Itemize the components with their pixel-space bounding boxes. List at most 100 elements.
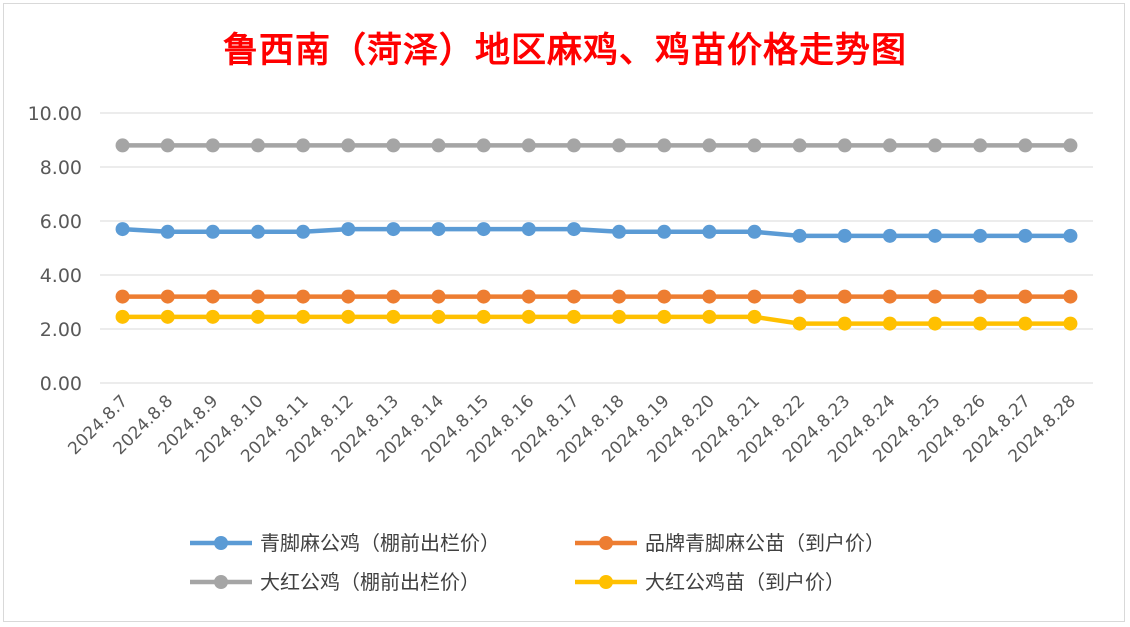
data-point [250, 309, 265, 324]
data-point [341, 138, 356, 153]
data-point [1063, 289, 1078, 304]
grid-lines [100, 112, 1093, 384]
data-point [476, 309, 491, 324]
data-point [612, 309, 627, 324]
data-point [205, 224, 220, 239]
chart-frame [3, 3, 1125, 622]
data-point [341, 222, 356, 237]
data-point [1063, 316, 1078, 331]
data-point [386, 309, 401, 324]
data-point [612, 224, 627, 239]
data-point [1018, 228, 1033, 243]
data-point [521, 138, 536, 153]
legend-label: 大红公鸡苗（到户价） [645, 570, 845, 594]
data-point [566, 309, 581, 324]
data-point [250, 289, 265, 304]
series-line [122, 226, 1071, 239]
series-line [122, 314, 1071, 326]
data-point [792, 228, 807, 243]
data-point [566, 138, 581, 153]
data-point [657, 289, 672, 304]
data-point [657, 224, 672, 239]
data-point [882, 138, 897, 153]
legend-swatch-marker [599, 536, 613, 550]
data-point [928, 138, 943, 153]
y-tick-label: 2.00 [40, 319, 82, 341]
data-point [566, 222, 581, 237]
data-point [115, 138, 130, 153]
data-point [250, 138, 265, 153]
data-point [115, 309, 130, 324]
data-point [386, 289, 401, 304]
data-point [521, 289, 536, 304]
data-point [837, 289, 852, 304]
data-point [1063, 228, 1078, 243]
data-point [205, 138, 220, 153]
legend-entry: 品牌青脚麻公苗（到户价） [575, 531, 885, 555]
legend-swatch-marker [599, 575, 613, 589]
data-point [792, 316, 807, 331]
data-point [837, 316, 852, 331]
y-tick-label: 8.00 [40, 157, 82, 179]
legend-label: 大红公鸡（棚前出栏价） [260, 570, 480, 594]
data-point [431, 289, 446, 304]
series-3 [115, 138, 1078, 153]
data-point [928, 289, 943, 304]
data-point [837, 228, 852, 243]
data-point [521, 309, 536, 324]
data-point [973, 316, 988, 331]
data-point [612, 289, 627, 304]
data-point [160, 289, 175, 304]
data-point [205, 309, 220, 324]
y-tick-label: 10.00 [28, 103, 82, 125]
data-point [386, 222, 401, 237]
y-tick-label: 0.00 [40, 373, 82, 395]
legend-label: 青脚麻公鸡（棚前出栏价） [260, 531, 500, 555]
legend-label: 品牌青脚麻公苗（到户价） [645, 531, 885, 555]
data-point [882, 316, 897, 331]
data-point [296, 289, 311, 304]
data-point [792, 289, 807, 304]
data-point [341, 289, 356, 304]
data-point [160, 309, 175, 324]
data-point [1018, 289, 1033, 304]
data-point [431, 309, 446, 324]
series-4 [115, 309, 1078, 331]
data-point [702, 138, 717, 153]
data-point [702, 224, 717, 239]
data-point [657, 138, 672, 153]
data-point [882, 289, 897, 304]
data-point [702, 309, 717, 324]
y-tick-label: 6.00 [40, 211, 82, 233]
data-point [928, 228, 943, 243]
legend-entry: 青脚麻公鸡（棚前出栏价） [190, 531, 500, 555]
data-point [973, 228, 988, 243]
data-point [476, 222, 491, 237]
legend-entry: 大红公鸡（棚前出栏价） [190, 570, 480, 594]
data-point [837, 138, 852, 153]
data-point [115, 289, 130, 304]
data-point [1063, 138, 1078, 153]
data-point [1018, 316, 1033, 331]
legend: 青脚麻公鸡（棚前出栏价） 品牌青脚麻公苗（到户价） 大红公鸡（棚前出栏价） 大红公鸡苗… [190, 531, 885, 594]
data-point [612, 138, 627, 153]
legend-swatch-marker [214, 575, 228, 589]
y-tick-label: 4.00 [40, 265, 82, 287]
data-point [431, 222, 446, 237]
chart-title: 鲁西南（菏泽）地区麻鸡、鸡苗价格走势图 [222, 30, 907, 71]
y-axis-ticks: 0.00 2.00 4.00 6.00 8.00 10.00 [28, 103, 82, 395]
data-point [476, 289, 491, 304]
data-point [476, 138, 491, 153]
data-point [1018, 138, 1033, 153]
data-point [431, 138, 446, 153]
series-group [115, 138, 1078, 331]
series-1 [115, 222, 1078, 243]
data-point [566, 289, 581, 304]
series-2 [115, 289, 1078, 304]
data-point [702, 289, 717, 304]
data-point [160, 224, 175, 239]
x-axis-ticks: 2024.8.72024.8.82024.8.92024.8.102024.8.… [64, 391, 1080, 466]
data-point [296, 309, 311, 324]
data-point [296, 138, 311, 153]
